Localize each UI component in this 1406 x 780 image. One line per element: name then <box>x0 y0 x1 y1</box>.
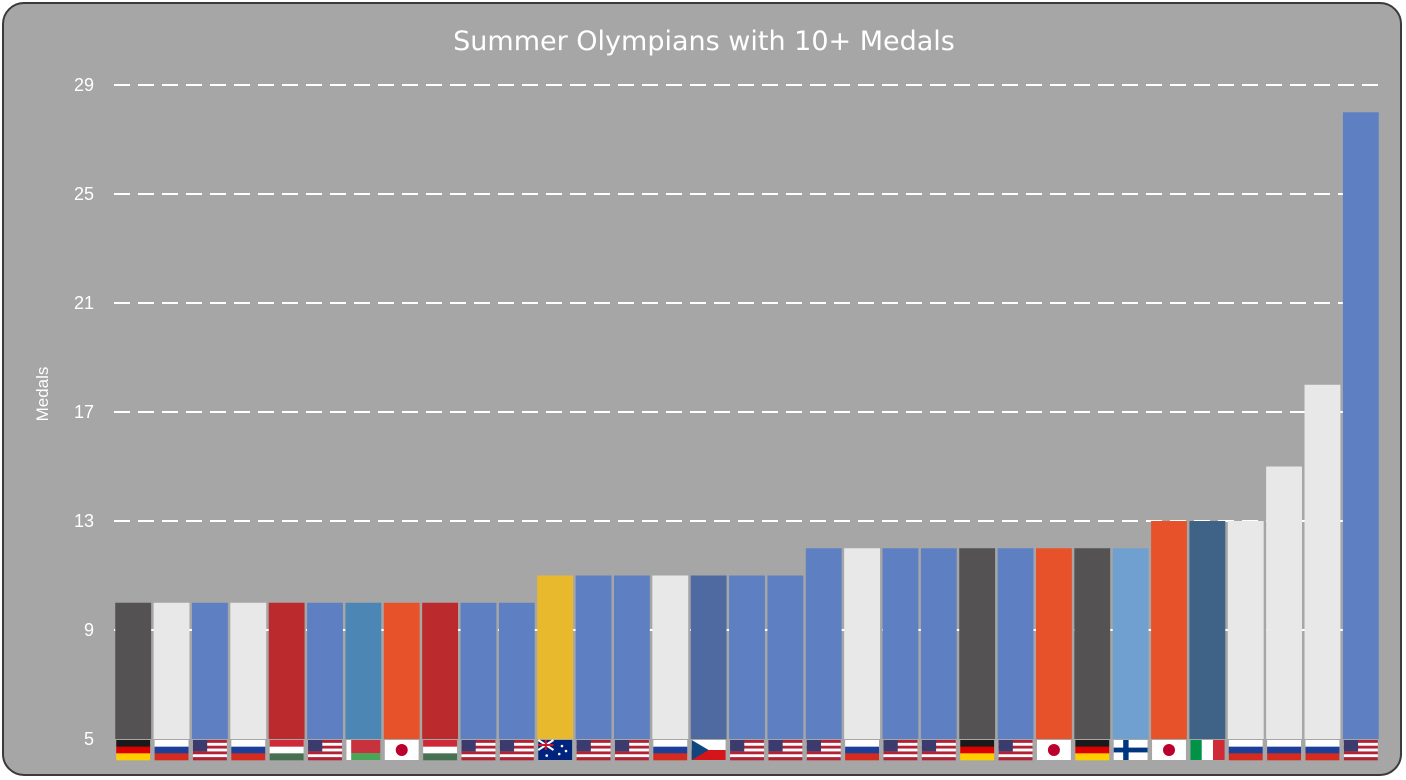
flag-blr <box>346 740 381 760</box>
bar <box>805 548 842 739</box>
flag-cze <box>691 740 726 760</box>
bar <box>690 575 727 739</box>
flag-jpn <box>384 740 419 760</box>
y-tick-label: 13 <box>74 511 94 531</box>
bar <box>268 602 305 739</box>
flag-usa <box>461 740 496 761</box>
flag-usa <box>614 740 649 761</box>
flag-rus <box>1267 740 1302 761</box>
flag-usa <box>1343 740 1378 761</box>
bar <box>383 602 420 739</box>
flag-usa <box>308 740 342 761</box>
flag-aus <box>537 739 573 760</box>
flag-hun <box>269 740 304 761</box>
bar <box>652 575 689 739</box>
flag-rus <box>845 740 880 761</box>
flag-ger <box>960 740 995 761</box>
bar <box>1151 521 1187 739</box>
y-tick-label: 5 <box>84 729 94 749</box>
bar <box>1266 466 1303 739</box>
bar <box>191 602 228 739</box>
y-tick-label: 21 <box>74 293 94 313</box>
bar <box>422 602 459 739</box>
bar <box>153 602 190 739</box>
flag-usa <box>499 740 534 761</box>
bar <box>345 602 382 739</box>
flag-jpn <box>1036 740 1071 760</box>
bar <box>1074 548 1111 739</box>
bar <box>1112 548 1149 739</box>
bar <box>613 575 650 739</box>
chart-svg: Summer Olympians with 10+ Medals Medals … <box>33 26 1380 761</box>
flag-ger <box>116 740 151 761</box>
bar <box>498 602 535 739</box>
flag-usa <box>883 740 918 761</box>
y-tick-label: 25 <box>74 184 94 204</box>
bar <box>844 548 881 739</box>
bar <box>1227 521 1264 739</box>
y-tick-label: 17 <box>74 402 94 422</box>
flag-usa <box>576 740 611 761</box>
y-tick-labels: 5 9 13 17 21 25 29 <box>74 75 94 749</box>
flag-usa <box>192 740 227 761</box>
bar <box>575 575 612 739</box>
bar <box>1035 548 1072 739</box>
flag-usa <box>806 740 841 761</box>
flag-rus <box>1305 740 1340 761</box>
y-tick-label: 29 <box>74 75 94 95</box>
bar <box>537 575 574 739</box>
bars <box>115 112 1379 739</box>
flag-ger <box>1075 740 1110 761</box>
country-flags <box>116 739 1378 761</box>
bar <box>997 548 1034 739</box>
bar <box>307 602 343 739</box>
bar <box>1189 521 1226 739</box>
bar <box>115 602 152 739</box>
flag-fin <box>1113 740 1148 760</box>
y-axis-label: Medals <box>33 367 52 422</box>
bar <box>729 575 765 739</box>
chart-title: Summer Olympians with 10+ Medals <box>453 26 955 57</box>
bar <box>882 548 919 739</box>
flag-rus <box>1228 740 1263 761</box>
y-tick-label: 9 <box>84 620 94 640</box>
flag-usa <box>921 740 956 761</box>
bar <box>959 548 996 739</box>
flag-rus <box>653 740 688 761</box>
bar <box>230 602 267 739</box>
bar <box>1342 112 1379 739</box>
flag-usa <box>730 740 764 761</box>
flag-usa <box>998 740 1033 761</box>
flag-hun <box>423 740 458 761</box>
bar <box>920 548 957 739</box>
bar <box>1304 384 1341 739</box>
flag-rus <box>231 740 266 761</box>
bar <box>460 602 497 739</box>
flag-usa <box>768 740 803 761</box>
flag-rus <box>154 740 189 761</box>
flag-ita <box>1190 740 1225 760</box>
flag-jpn <box>1152 740 1186 760</box>
bar <box>767 575 804 739</box>
